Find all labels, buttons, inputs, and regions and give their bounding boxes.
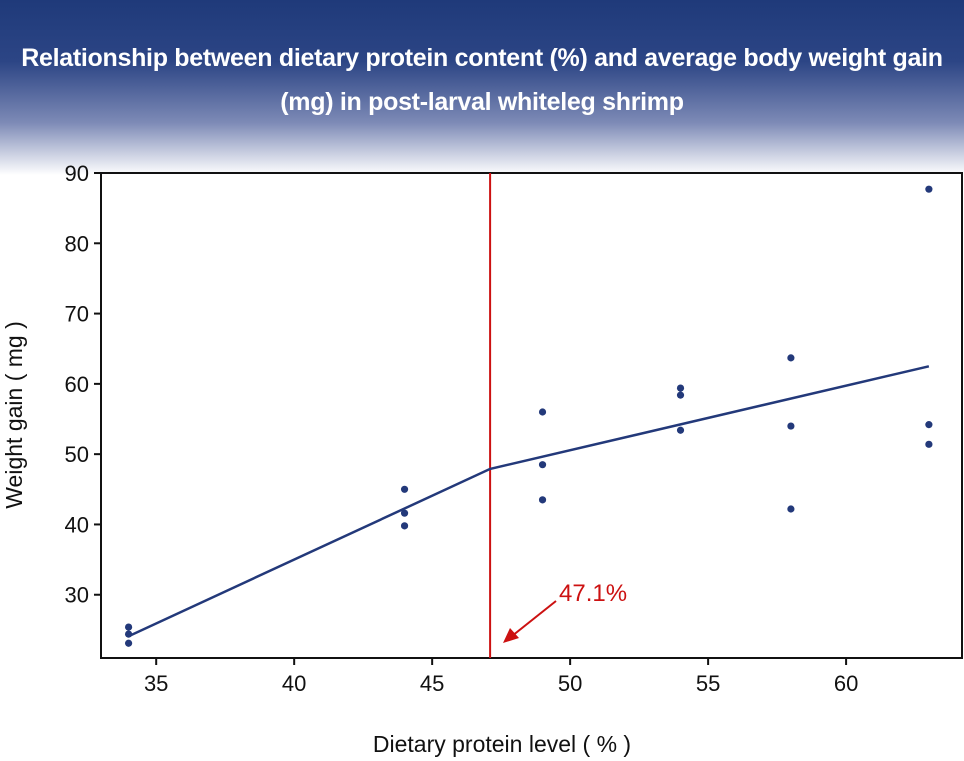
data-point bbox=[538, 496, 547, 504]
chart-title: Relationship between dietary protein con… bbox=[21, 44, 943, 116]
y-axis-label: Weight gain ( mg ) bbox=[1, 321, 27, 508]
breakpoint-arrow-shaft bbox=[511, 600, 557, 637]
data-point bbox=[676, 384, 685, 392]
data-point bbox=[124, 639, 133, 647]
data-point bbox=[787, 354, 795, 362]
data-point bbox=[676, 391, 685, 399]
breakpoint-label: 47.1% bbox=[559, 580, 627, 607]
x-tick-label: 55 bbox=[696, 671, 720, 696]
data-point bbox=[400, 509, 409, 517]
y-tick-label: 70 bbox=[65, 302, 89, 327]
y-tick-label: 60 bbox=[65, 372, 89, 397]
data-point bbox=[400, 522, 409, 530]
y-tick-label: 90 bbox=[65, 161, 89, 186]
data-point bbox=[925, 185, 933, 193]
plot-area bbox=[100, 172, 963, 659]
data-point bbox=[676, 426, 685, 434]
x-tick-label: 60 bbox=[834, 671, 858, 696]
x-tick-label: 35 bbox=[144, 671, 168, 696]
x-tick-label: 45 bbox=[420, 671, 444, 696]
fit-line bbox=[128, 365, 930, 638]
data-point bbox=[124, 623, 133, 631]
data-point bbox=[538, 408, 547, 416]
x-axis-label: Dietary protein level ( % ) bbox=[373, 731, 631, 757]
x-tick-label: 40 bbox=[282, 671, 306, 696]
data-point bbox=[538, 461, 547, 469]
breakpoint-arrow-head-icon bbox=[503, 628, 519, 643]
data-point bbox=[787, 422, 795, 430]
y-tick-label: 50 bbox=[65, 442, 89, 467]
data-point bbox=[124, 630, 133, 638]
data-point bbox=[400, 485, 409, 493]
data-point bbox=[787, 505, 795, 513]
data-point bbox=[925, 440, 933, 448]
y-tick-label: 80 bbox=[65, 231, 89, 256]
x-tick-label: 50 bbox=[558, 671, 582, 696]
data-point bbox=[925, 421, 933, 429]
title-banner: Relationship between dietary protein con… bbox=[0, 0, 964, 175]
y-tick-label: 30 bbox=[65, 583, 89, 608]
y-tick-label: 40 bbox=[65, 512, 89, 537]
